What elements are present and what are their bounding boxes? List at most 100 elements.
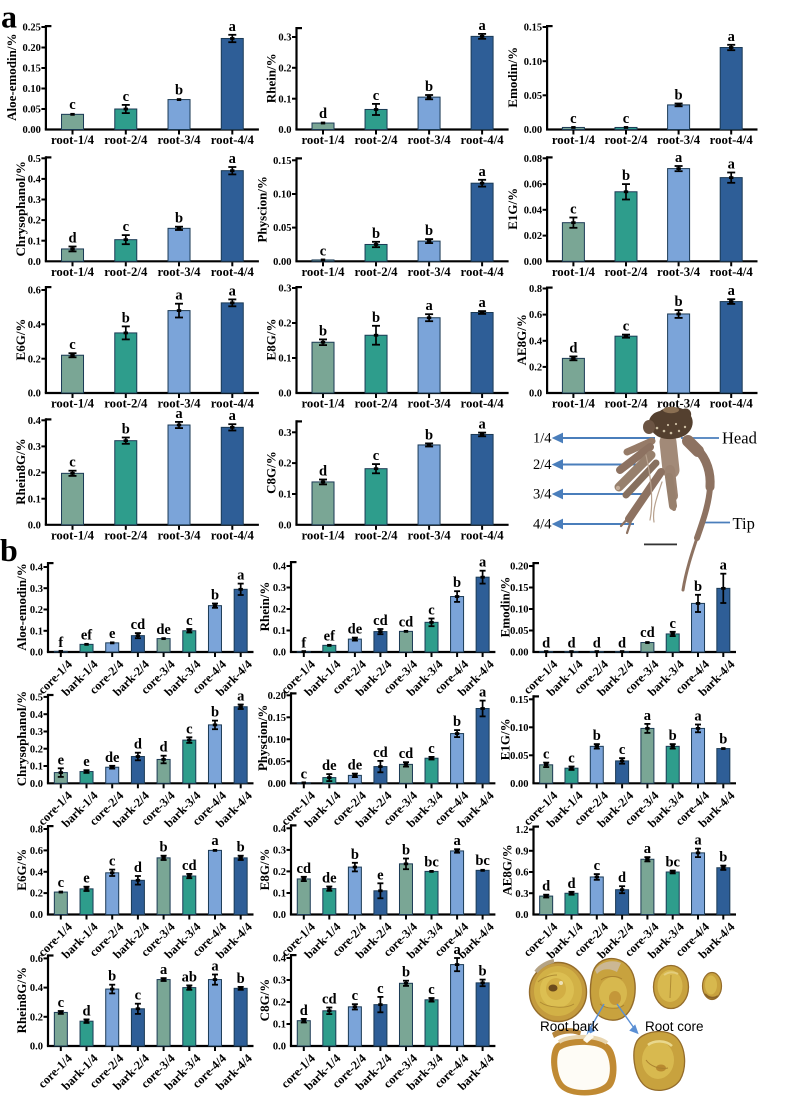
svg-text:0.5: 0.5 <box>28 154 41 165</box>
svg-text:a: a <box>479 555 487 571</box>
svg-text:d: d <box>567 876 575 892</box>
svg-text:b: b <box>719 732 727 748</box>
svg-text:0.3: 0.3 <box>30 727 43 738</box>
svg-text:0.1: 0.1 <box>28 236 41 247</box>
svg-text:b: b <box>160 840 168 856</box>
svg-text:c: c <box>58 875 65 891</box>
svg-text:0.3: 0.3 <box>273 583 286 594</box>
svg-text:root-3/4: root-3/4 <box>408 528 452 542</box>
svg-text:Root bark: Root bark <box>540 1019 599 1034</box>
svg-text:0.10: 0.10 <box>268 735 286 746</box>
svg-text:ab: ab <box>182 969 197 985</box>
svg-text:b: b <box>669 728 677 744</box>
svg-text:0.3: 0.3 <box>515 889 528 900</box>
svg-text:cd: cd <box>373 613 388 629</box>
svg-text:0.8: 0.8 <box>30 825 43 836</box>
svg-text:d: d <box>300 1003 308 1019</box>
svg-text:root-1/4: root-1/4 <box>301 265 345 279</box>
svg-text:0.2: 0.2 <box>273 998 286 1009</box>
svg-text:0.3: 0.3 <box>28 195 41 206</box>
svg-text:root-2/4: root-2/4 <box>354 133 398 147</box>
svg-text:c: c <box>373 448 380 464</box>
svg-text:0.1: 0.1 <box>273 889 286 900</box>
svg-text:b: b <box>675 294 683 310</box>
svg-text:a: a <box>229 19 237 35</box>
svg-text:0.1: 0.1 <box>28 494 41 505</box>
svg-text:root-4/4: root-4/4 <box>211 265 255 279</box>
svg-text:root-3/4: root-3/4 <box>157 397 201 411</box>
svg-text:0.0: 0.0 <box>273 648 286 659</box>
svg-text:C8G/%: C8G/% <box>263 451 278 494</box>
svg-text:cd: cd <box>297 861 312 877</box>
svg-text:root-2/4: root-2/4 <box>354 528 398 542</box>
svg-text:e: e <box>58 752 65 768</box>
svg-text:0.4: 0.4 <box>30 867 44 878</box>
svg-text:0.05: 0.05 <box>510 751 528 762</box>
svg-text:0.1: 0.1 <box>30 626 43 637</box>
svg-text:bc: bc <box>475 853 490 869</box>
svg-text:Chrysophanol/%: Chrysophanol/% <box>14 691 29 786</box>
svg-text:f: f <box>58 635 63 651</box>
svg-text:0.2: 0.2 <box>30 605 43 616</box>
svg-text:a: a <box>478 417 486 433</box>
svg-text:c: c <box>568 751 575 767</box>
svg-text:b: b <box>175 211 183 227</box>
svg-text:b: b <box>675 88 683 104</box>
svg-text:bc: bc <box>665 855 680 871</box>
svg-text:b: b <box>211 705 219 721</box>
svg-text:0.3: 0.3 <box>30 584 43 595</box>
svg-text:0.0: 0.0 <box>278 520 291 531</box>
svg-text:cd: cd <box>399 614 414 630</box>
svg-text:root-1/4: root-1/4 <box>552 265 596 279</box>
svg-text:0.2: 0.2 <box>28 216 41 227</box>
svg-text:root-4/4: root-4/4 <box>211 133 255 147</box>
svg-text:0.4: 0.4 <box>273 562 287 573</box>
svg-text:c: c <box>123 219 130 235</box>
svg-text:0.9: 0.9 <box>515 846 528 857</box>
svg-text:0.1: 0.1 <box>278 94 291 105</box>
svg-text:d: d <box>134 737 142 753</box>
svg-text:c: c <box>123 89 130 105</box>
svg-text:0.4: 0.4 <box>28 416 42 427</box>
svg-text:0.6: 0.6 <box>30 846 43 857</box>
svg-text:C8G/%: C8G/% <box>257 979 272 1022</box>
svg-text:b: b <box>175 82 183 98</box>
svg-text:root-3/4: root-3/4 <box>157 265 201 279</box>
svg-text:root-4/4: root-4/4 <box>211 528 255 542</box>
svg-text:d: d <box>618 870 626 886</box>
svg-text:d: d <box>618 636 626 652</box>
svg-text:a: a <box>478 18 486 34</box>
svg-text:c: c <box>135 988 142 1004</box>
svg-text:d: d <box>68 231 76 247</box>
svg-text:0.15: 0.15 <box>510 583 528 594</box>
svg-text:cd: cd <box>640 625 655 641</box>
svg-text:0.20: 0.20 <box>23 43 41 54</box>
svg-text:a: a <box>675 150 683 166</box>
svg-text:E8G/%: E8G/% <box>264 319 279 361</box>
svg-text:0.2: 0.2 <box>28 354 41 365</box>
svg-text:4/4: 4/4 <box>533 517 552 533</box>
svg-text:de: de <box>348 758 363 774</box>
svg-text:root-4/4: root-4/4 <box>461 133 505 147</box>
svg-text:0.6: 0.6 <box>28 286 41 297</box>
svg-text:d: d <box>542 636 550 652</box>
svg-text:0.2: 0.2 <box>278 319 291 330</box>
svg-text:0.4: 0.4 <box>28 175 42 186</box>
svg-text:b: b <box>425 427 433 443</box>
svg-text:b: b <box>622 168 630 184</box>
svg-text:Emodin/%: Emodin/% <box>498 577 513 638</box>
svg-text:0.0: 0.0 <box>273 910 286 921</box>
svg-text:root-2/4: root-2/4 <box>354 397 398 411</box>
svg-text:de: de <box>348 622 363 638</box>
svg-text:d: d <box>160 740 168 756</box>
svg-text:a: a <box>453 942 461 958</box>
svg-text:c: c <box>109 854 116 870</box>
svg-text:a: a <box>694 709 702 725</box>
svg-text:0.10: 0.10 <box>23 84 41 95</box>
svg-text:cd: cd <box>399 746 414 762</box>
svg-text:a: a <box>728 283 736 299</box>
svg-text:root-4/4: root-4/4 <box>211 397 255 411</box>
svg-text:c: c <box>352 988 359 1004</box>
svg-text:a: a <box>728 29 736 45</box>
svg-text:root-3/4: root-3/4 <box>657 133 701 147</box>
